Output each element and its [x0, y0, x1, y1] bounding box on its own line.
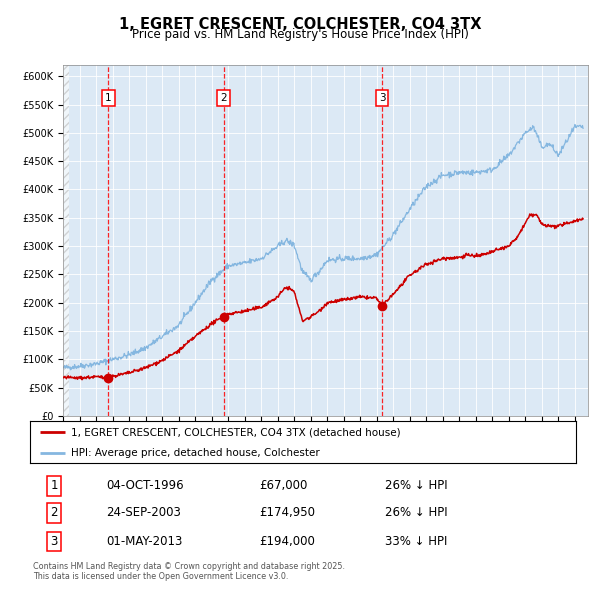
Text: 26% ↓ HPI: 26% ↓ HPI — [385, 506, 448, 519]
Text: Contains HM Land Registry data © Crown copyright and database right 2025.
This d: Contains HM Land Registry data © Crown c… — [33, 562, 345, 581]
Text: 3: 3 — [50, 535, 58, 548]
Text: 2: 2 — [220, 93, 227, 103]
Text: 2: 2 — [50, 506, 58, 519]
Text: 26% ↓ HPI: 26% ↓ HPI — [385, 479, 448, 492]
Text: £67,000: £67,000 — [259, 479, 308, 492]
Text: £174,950: £174,950 — [259, 506, 316, 519]
Text: 24-SEP-2003: 24-SEP-2003 — [106, 506, 181, 519]
Text: £194,000: £194,000 — [259, 535, 315, 548]
Text: Price paid vs. HM Land Registry's House Price Index (HPI): Price paid vs. HM Land Registry's House … — [131, 28, 469, 41]
Text: 1: 1 — [50, 479, 58, 492]
Text: 01-MAY-2013: 01-MAY-2013 — [106, 535, 183, 548]
Text: HPI: Average price, detached house, Colchester: HPI: Average price, detached house, Colc… — [71, 448, 320, 457]
Text: 33% ↓ HPI: 33% ↓ HPI — [385, 535, 447, 548]
Text: 1, EGRET CRESCENT, COLCHESTER, CO4 3TX (detached house): 1, EGRET CRESCENT, COLCHESTER, CO4 3TX (… — [71, 427, 401, 437]
Text: 1, EGRET CRESCENT, COLCHESTER, CO4 3TX: 1, EGRET CRESCENT, COLCHESTER, CO4 3TX — [119, 17, 481, 31]
Text: 1: 1 — [105, 93, 112, 103]
Text: 3: 3 — [379, 93, 385, 103]
Bar — [63, 65, 69, 416]
Text: 04-OCT-1996: 04-OCT-1996 — [106, 479, 184, 492]
